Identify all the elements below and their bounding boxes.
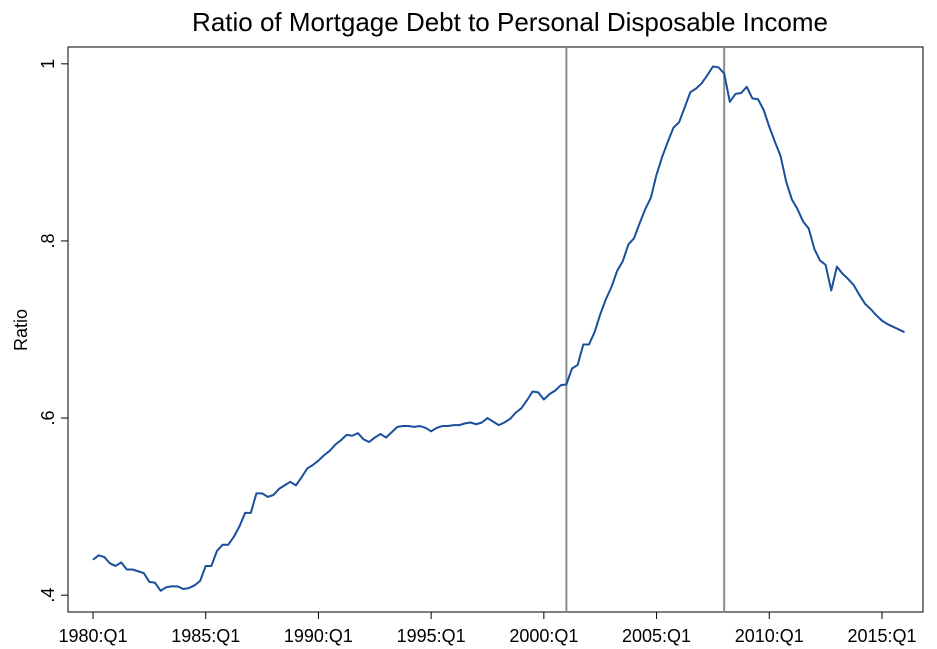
plot-frame: [67, 46, 924, 613]
x-tick-label: 2010:Q1: [735, 626, 804, 646]
x-tick-label: 2000:Q1: [509, 626, 578, 646]
x-tick-label: 1985:Q1: [171, 626, 240, 646]
x-tick-label: 2015:Q1: [847, 626, 916, 646]
y-tick-label: .4: [38, 588, 58, 603]
x-tick-label: 1990:Q1: [284, 626, 353, 646]
y-axis-label: Ratio: [11, 309, 31, 351]
y-tick-label: 1: [38, 59, 58, 69]
chart-title: Ratio of Mortgage Debt to Personal Dispo…: [192, 7, 828, 37]
x-tick-label: 2005:Q1: [622, 626, 691, 646]
x-tick-label: 1995:Q1: [397, 626, 466, 646]
y-tick-label: .6: [38, 411, 58, 426]
x-tick-label: 1980:Q1: [58, 626, 127, 646]
data-line: [92, 65, 905, 592]
y-tick-label: .8: [38, 233, 58, 248]
